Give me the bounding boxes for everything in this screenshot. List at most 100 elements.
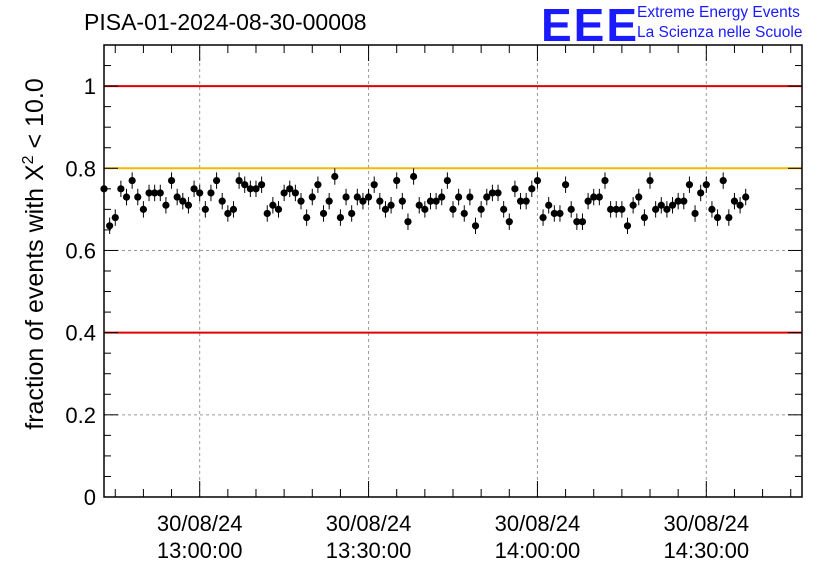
grid-lines xyxy=(104,45,802,497)
data-point xyxy=(471,222,480,230)
data-point xyxy=(511,185,519,193)
x-tick-date: 30/08/24 xyxy=(663,511,749,536)
data-point xyxy=(652,205,660,213)
data-point xyxy=(421,205,429,213)
data-point xyxy=(235,177,243,185)
data-point xyxy=(224,209,232,218)
data-point xyxy=(488,189,497,197)
data-point xyxy=(539,213,547,222)
data-point xyxy=(370,181,378,189)
data-point xyxy=(162,201,170,209)
data-point xyxy=(218,197,226,205)
data-point xyxy=(196,189,204,197)
data-point xyxy=(128,177,136,185)
data-point xyxy=(674,197,682,205)
data-point xyxy=(319,209,328,218)
data-point xyxy=(291,189,299,197)
data-point xyxy=(522,197,530,205)
data-point xyxy=(297,197,305,205)
data-point xyxy=(258,181,266,189)
data-point xyxy=(432,197,440,205)
data-point xyxy=(117,185,125,193)
data-point xyxy=(668,201,677,209)
y-tick-label: 1 xyxy=(84,74,96,99)
data-point xyxy=(314,181,322,189)
data-point xyxy=(229,205,238,213)
x-tick-date: 30/08/24 xyxy=(326,511,412,536)
logo-line-2: La Scienza nelle Scuole xyxy=(637,24,803,41)
data-point xyxy=(646,177,654,185)
data-point xyxy=(415,201,423,209)
data-point xyxy=(595,193,603,201)
data-point xyxy=(500,205,508,213)
data-point xyxy=(241,181,249,189)
data-point xyxy=(167,177,176,185)
y-axis-label: fraction of events with X2 < 10.0 xyxy=(20,78,49,429)
reference-lines xyxy=(104,85,802,334)
data-point xyxy=(590,193,598,201)
data-point xyxy=(561,181,570,189)
y-axis-label-sup: 2 xyxy=(20,155,37,164)
data-point xyxy=(274,205,283,213)
data-point xyxy=(691,209,699,218)
axis-ticks xyxy=(104,44,802,498)
data-point xyxy=(578,218,587,226)
data-point xyxy=(725,213,733,222)
data-point xyxy=(607,205,615,213)
data-point xyxy=(426,197,435,205)
data-point xyxy=(280,189,288,197)
data-point xyxy=(179,197,187,205)
data-point xyxy=(207,189,215,197)
data-point xyxy=(325,197,333,205)
data-point xyxy=(106,222,114,230)
y-tick-labels: 0 0.2 0.4 0.6 0.8 1 xyxy=(65,74,96,510)
data-point xyxy=(477,205,485,213)
data-point xyxy=(286,185,294,193)
data-point xyxy=(466,193,474,201)
data-point xyxy=(387,201,395,209)
data-point xyxy=(584,197,592,205)
y-axis-label-suffix: < 10.0 xyxy=(21,78,49,155)
data-point xyxy=(381,205,390,213)
data-point xyxy=(151,189,159,197)
x-tick-time: 14:30:00 xyxy=(663,538,749,563)
data-point xyxy=(545,201,553,209)
data-point xyxy=(364,193,373,201)
data-point xyxy=(533,177,542,185)
data-point xyxy=(348,209,356,218)
data-point xyxy=(173,193,181,201)
x-tick-time: 13:00:00 xyxy=(157,538,243,563)
y-axis-label-prefix: fraction of events with X xyxy=(21,164,49,430)
data-point xyxy=(460,209,468,218)
data-point xyxy=(640,213,648,222)
data-point xyxy=(156,189,164,197)
y-tick-label: 0.4 xyxy=(65,321,96,346)
data-point xyxy=(409,172,418,181)
data-point xyxy=(713,213,722,222)
data-point xyxy=(742,193,750,201)
x-tick-time: 14:00:00 xyxy=(495,538,581,563)
data-point xyxy=(449,205,457,213)
data-point xyxy=(443,177,451,185)
data-point xyxy=(635,193,643,201)
data-point xyxy=(308,193,316,201)
eee-logo: EEE xyxy=(541,0,640,51)
data-point xyxy=(550,209,558,218)
data-point xyxy=(730,197,739,205)
data-points xyxy=(100,168,750,235)
data-point xyxy=(573,218,581,226)
data-point xyxy=(623,222,632,230)
data-point xyxy=(134,193,142,201)
data-point xyxy=(685,181,694,189)
data-point xyxy=(736,201,744,209)
x-tick-labels: 30/08/2413:00:0030/08/2413:30:0030/08/24… xyxy=(157,511,749,563)
data-point xyxy=(657,201,665,209)
data-point xyxy=(139,205,148,213)
y-tick-label: 0 xyxy=(84,485,96,510)
plot-border xyxy=(103,44,803,498)
data-point xyxy=(184,201,193,209)
data-point xyxy=(263,209,271,218)
logo-line-1: Extreme Energy Events xyxy=(637,4,800,21)
data-point xyxy=(201,205,209,213)
